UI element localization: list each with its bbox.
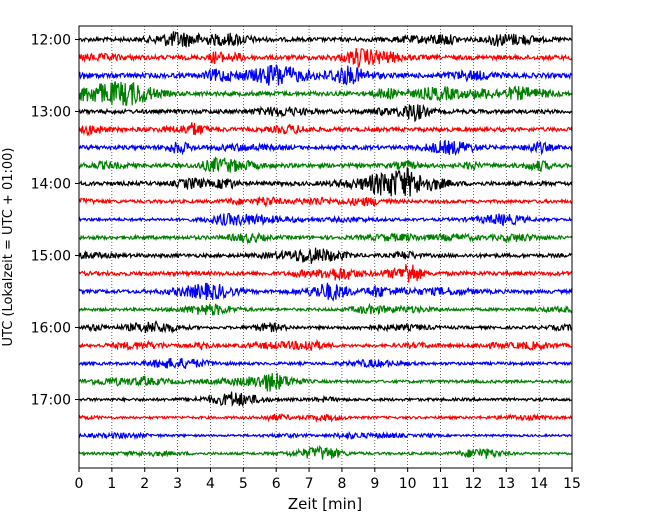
trace-1430 — [78, 212, 573, 227]
y-axis-label: UTC (Lokalzeit = UTC + 01:00) — [1, 148, 16, 347]
y-tick-label: 12:00 — [31, 33, 71, 49]
trace-1315 — [78, 122, 573, 137]
x-tick-label: 7 — [305, 476, 314, 492]
y-tick-label: 16:00 — [31, 321, 71, 337]
y-tick-label: 14:00 — [31, 177, 71, 193]
x-tick-label: 9 — [370, 476, 379, 492]
trace-1530 — [78, 282, 573, 302]
x-tick-label: 12 — [464, 476, 482, 492]
trace-group — [78, 31, 573, 460]
trace-1545 — [78, 302, 573, 317]
x-tick-label: 1 — [107, 476, 116, 492]
trace-1445 — [78, 231, 573, 245]
x-tick-label: 10 — [399, 476, 417, 492]
y-tick-label: 13:00 — [31, 105, 71, 121]
trace-1345 — [78, 156, 573, 173]
trace-1200 — [78, 31, 572, 48]
x-tick-label: 15 — [563, 476, 581, 492]
trace-1300 — [78, 103, 573, 123]
x-tick-label: 3 — [173, 476, 182, 492]
trace-1500 — [78, 247, 572, 264]
trace-1745 — [78, 444, 573, 460]
trace-1730 — [78, 430, 573, 441]
trace-1615 — [78, 338, 573, 351]
x-tick-label: 5 — [239, 476, 248, 492]
trace-1330 — [78, 139, 573, 157]
trace-1600 — [78, 320, 573, 334]
trace-1630 — [78, 357, 573, 370]
x-tick-label: 0 — [75, 476, 84, 492]
x-tick-label: 8 — [337, 476, 346, 492]
y-tick-label: 17:00 — [31, 393, 71, 409]
trace-1400 — [78, 167, 573, 197]
trace-1245 — [78, 81, 573, 106]
x-axis: 0 1 2 3 4 5 6 7 8 9 10 11 12 13 14 15 — [75, 468, 581, 492]
trace-1230 — [78, 64, 573, 86]
trace-1645 — [78, 372, 573, 392]
x-tick-label: 6 — [272, 476, 281, 492]
trace-1715 — [78, 413, 573, 423]
y-tick-label: 15:00 — [31, 249, 71, 265]
x-tick-label: 2 — [140, 476, 149, 492]
trace-1515 — [78, 264, 573, 283]
x-tick-label: 4 — [206, 476, 215, 492]
trace-1215 — [78, 48, 573, 68]
y-axis: 12:00 13:00 14:00 15:00 16:00 17:00 — [31, 33, 79, 409]
plot-frame — [78, 25, 573, 469]
x-tick-label: 11 — [432, 476, 450, 492]
x-tick-label: 14 — [530, 476, 548, 492]
x-axis-label: Zeit [min] — [288, 495, 362, 513]
trace-1700 — [78, 391, 572, 408]
trace-1415 — [78, 195, 573, 208]
x-tick-label: 13 — [497, 476, 515, 492]
